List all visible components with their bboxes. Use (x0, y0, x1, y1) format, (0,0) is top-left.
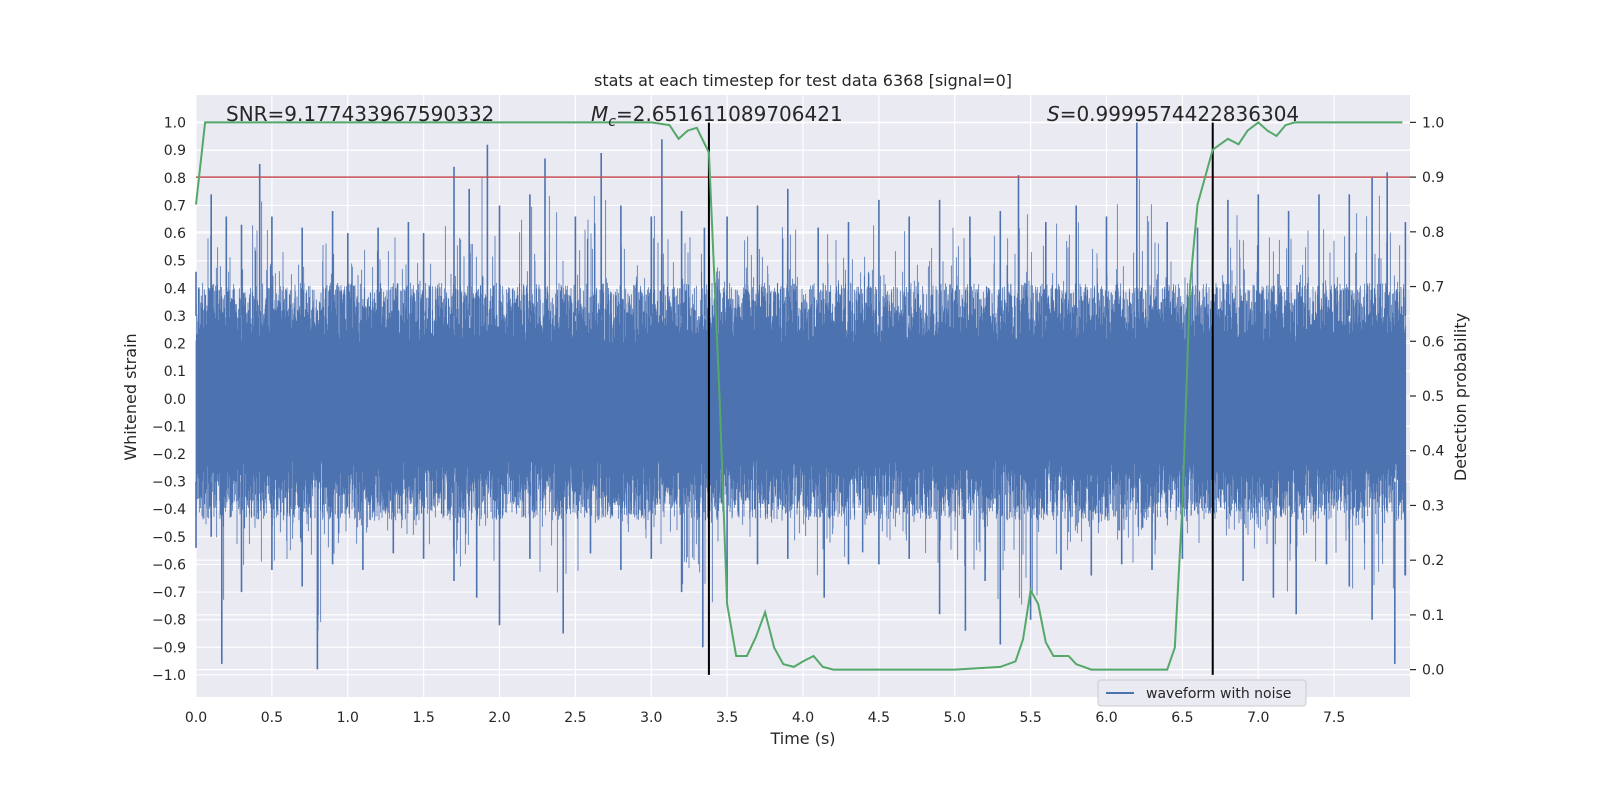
x-tick-label: 7.0 (1247, 710, 1269, 726)
x-tick-label: 6.0 (1095, 710, 1117, 726)
x-axis-ticks: 0.0 0.5 1.0 1.5 2.0 2.5 3.0 3.5 4.0 4.5 5.0 5.5 6.0 6… (185, 710, 1345, 726)
x-tick-label: 5.0 (944, 710, 966, 726)
chirp-mass-symbol: M (591, 102, 608, 126)
left-axis-ticks: 1.0 0.9 0.8 0.7 0.6 0.5 0.4 0.3 0.2 0.1 0.0 −0.1 −0.… (152, 116, 186, 684)
x-tick-label: 1.5 (412, 710, 434, 726)
left-axis-label: Whitened strain (121, 333, 140, 460)
x-axis-label: Time (s) (769, 729, 835, 748)
left-tick-label: −0.8 (152, 613, 186, 629)
x-tick-label: 4.5 (868, 710, 890, 726)
left-tick-label: −0.7 (152, 585, 186, 601)
s-symbol: S (1047, 102, 1060, 126)
waveform-trace (195, 177, 1407, 631)
right-tick-label: 0.4 (1422, 444, 1444, 460)
waveform-series (195, 122, 1407, 670)
left-tick-label: −0.2 (152, 447, 186, 463)
right-tick-label: 0.1 (1422, 608, 1444, 624)
x-tick-label: 3.0 (640, 710, 662, 726)
left-tick-label: 0.7 (164, 198, 186, 214)
right-tick-label: 0.8 (1422, 225, 1444, 241)
left-tick-label: 0.6 (164, 226, 186, 242)
left-tick-label: 0.4 (164, 281, 186, 297)
left-tick-label: 0.0 (164, 392, 186, 408)
left-tick-label: 0.1 (164, 364, 186, 380)
s-value: =0.9999574422836304 (1060, 102, 1299, 126)
x-tick-label: 2.0 (488, 710, 510, 726)
right-tick-label: 0.0 (1422, 663, 1444, 679)
left-tick-label: 0.9 (164, 143, 186, 159)
right-tick-label: 0.2 (1422, 553, 1444, 569)
chirp-mass-annotation: Mc=2.651611089706421 (591, 102, 843, 130)
vertical-markers (707, 122, 1214, 675)
left-tick-label: −0.3 (152, 475, 186, 491)
right-axis-label: Detection probability (1451, 313, 1470, 481)
s-annotation: S=0.9999574422836304 (1047, 102, 1299, 126)
x-tick-label: 7.5 (1323, 710, 1345, 726)
left-tick-label: 0.3 (164, 309, 186, 325)
x-tick-label: 2.5 (564, 710, 586, 726)
left-tick-label: −0.1 (152, 419, 186, 435)
right-tick-label: 0.3 (1422, 498, 1444, 514)
legend-box (1097, 679, 1307, 707)
left-tick-label: −0.4 (152, 502, 186, 518)
right-tick-label: 0.6 (1422, 334, 1444, 350)
left-tick-label: −0.9 (152, 640, 186, 656)
legend-label: waveform with noise (1146, 686, 1291, 702)
right-axis-ticks: 1.0 0.9 0.8 0.7 0.6 0.5 0.4 0.3 0.2 0.1 0.0 (1410, 115, 1444, 679)
x-tick-label: 3.5 (716, 710, 738, 726)
chirp-mass-subscript: c (608, 114, 616, 130)
left-tick-label: 1.0 (164, 116, 186, 132)
right-tick-label: 0.7 (1422, 280, 1444, 296)
x-tick-label: 1.0 (337, 710, 359, 726)
left-tick-label: −0.6 (152, 557, 186, 573)
right-tick-label: 0.9 (1422, 170, 1444, 186)
detection-probability-line (195, 121, 1403, 671)
legend: waveform with noise (1097, 679, 1307, 707)
left-tick-label: 0.8 (164, 171, 186, 187)
left-tick-label: −0.5 (152, 530, 186, 546)
x-tick-label: 4.0 (792, 710, 814, 726)
chirp-mass-value: =2.651611089706421 (616, 102, 843, 126)
chart-title: stats at each timestep for test data 636… (594, 71, 1012, 90)
left-tick-label: −1.0 (152, 668, 186, 684)
x-tick-label: 0.0 (185, 710, 207, 726)
waveform-peaks (195, 122, 1407, 670)
snr-annotation: SNR=9.177433967590332 (226, 102, 494, 126)
x-tick-label: 5.5 (1019, 710, 1041, 726)
x-tick-label: 6.5 (1171, 710, 1193, 726)
right-tick-label: 0.5 (1422, 389, 1444, 405)
left-tick-label: 0.2 (164, 337, 186, 353)
right-tick-label: 1.0 (1422, 115, 1444, 131)
x-tick-label: 0.5 (261, 710, 283, 726)
left-tick-label: 0.5 (164, 254, 186, 270)
